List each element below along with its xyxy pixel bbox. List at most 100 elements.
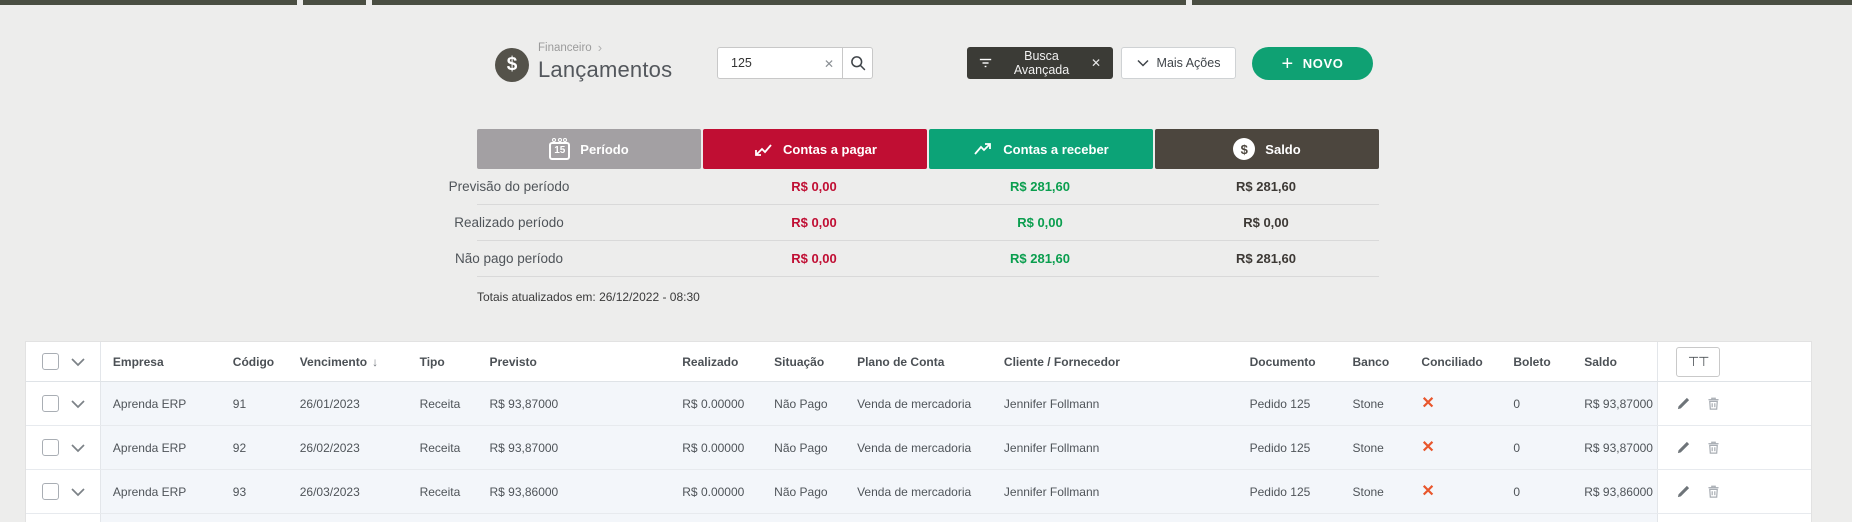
column-settings-button[interactable]: ⊤⊤ [1676,346,1721,377]
trend-down-icon [755,143,772,156]
dollar-glyph: $ [506,54,518,75]
cell-realizado: R$ 0.00000 [682,484,745,499]
summary-panel: 15 Período Contas a pagar Contas a receb… [449,129,1379,304]
not-reconciled-icon: ✕ [1421,484,1435,499]
edit-button[interactable] [1676,440,1691,455]
column-header-saldo[interactable]: Saldo [1584,354,1617,369]
column-header-plano[interactable]: Plano de Conta [857,354,945,369]
cell-boleto: 0 [1513,484,1521,499]
edit-button[interactable] [1676,396,1691,411]
cell-tipo: Receita [419,484,461,499]
expand-all-button[interactable] [70,357,86,367]
cell-conciliado: ✕ [1409,397,1501,411]
cell-cliente: Jennifer Follmann [1003,396,1100,411]
chevron-right-icon: › [597,40,603,55]
balance-header-button[interactable]: $ Saldo [1155,129,1379,169]
column-header-conciliado[interactable]: Conciliado [1421,354,1483,369]
row-actions [1657,426,1811,469]
column-header-cliente[interactable]: Cliente / Fornecedor [1003,354,1120,369]
column-header-documento[interactable]: Documento [1249,354,1316,369]
cell-codigo: 92 [232,440,247,455]
delete-button[interactable] [1706,440,1721,456]
cell-previsto: R$ 93,87000 [489,396,559,411]
search-icon [850,56,865,71]
row-checkbox[interactable] [42,439,59,456]
cell-vencimento: 26/03/2023 [299,484,360,499]
summary-header: 15 Período Contas a pagar Contas a receb… [477,129,1379,169]
row-expand-button[interactable] [70,443,86,453]
calendar-icon: 15 [549,137,571,160]
row-select-cell [26,470,101,513]
select-all-checkbox[interactable] [42,353,59,370]
cell-vencimento: 26/02/2023 [299,440,360,455]
payables-label: Contas a pagar [783,141,877,157]
chevron-down-icon [71,443,85,452]
trend-up-icon [974,142,992,155]
cell-situacao: Não Pago [774,484,828,499]
search-field[interactable]: ✕ [717,47,843,79]
row-expand-button[interactable] [70,399,86,409]
payables-header-button[interactable]: Contas a pagar [703,129,927,169]
column-header-previsto[interactable]: Previsto [489,354,537,369]
cell-conciliado: ✕ [1409,441,1501,455]
search-input[interactable] [718,48,842,78]
new-button[interactable]: + NOVO [1252,47,1373,80]
search-button[interactable] [842,47,873,79]
table-row[interactable]: Aprenda ERP 92 26/02/2023 Receita R$ 93,… [26,426,1811,470]
column-header-vencimento[interactable]: Vencimento ↓ [299,354,379,369]
cell-empresa: Aprenda ERP [112,440,187,455]
row-expand-button[interactable] [70,487,86,497]
row-checkbox[interactable] [42,483,59,500]
table-row[interactable]: Aprenda ERP 93 26/03/2023 Receita R$ 93,… [26,470,1811,514]
breadcrumb[interactable]: Financeiro › [538,40,672,55]
advanced-search-button[interactable]: Busca Avançada ✕ [967,47,1113,79]
dollar-icon: $ [495,48,529,82]
period-header-button[interactable]: 15 Período [477,129,701,169]
cell-banco: Stone [1352,484,1384,499]
columns-icon: ⊤⊤ [1687,353,1710,369]
payables-value: R$ 0,00 [791,251,837,266]
row-checkbox[interactable] [42,395,59,412]
clear-advanced-search-icon[interactable]: ✕ [1090,56,1101,70]
payables-value: R$ 0,00 [791,215,837,230]
delete-button[interactable] [1706,396,1721,412]
cell-vencimento: 26/01/2023 [299,396,360,411]
breadcrumb-label[interactable]: Financeiro [538,41,592,54]
column-header-banco[interactable]: Banco [1352,354,1390,369]
column-header-tipo[interactable]: Tipo [419,354,445,369]
row-actions [1657,382,1811,425]
cell-codigo: 91 [232,396,247,411]
trash-icon [1708,441,1719,454]
edit-button[interactable] [1676,484,1691,499]
cell-banco: Stone [1352,440,1384,455]
column-header-codigo[interactable]: Código [232,354,275,369]
column-header-situacao[interactable]: Situação [774,354,825,369]
cell-situacao: Não Pago [774,440,828,455]
cell-cliente: Jennifer Follmann [1003,484,1100,499]
receivables-header-button[interactable]: Contas a receber [929,129,1153,169]
cell-realizado: R$ 0.00000 [682,440,745,455]
plus-icon: + [1281,52,1294,75]
cell-empresa: Aprenda ERP [112,484,187,499]
search-group: ✕ [717,47,873,79]
payables-value: R$ 0,00 [791,179,837,194]
advanced-search-label: Busca Avançada [1013,49,1070,77]
cell-documento: Pedido 125 [1249,484,1311,499]
cell-plano: Venda de mercadoria [857,440,972,455]
cell-documento: Pedido 125 [1249,396,1311,411]
column-header-empresa[interactable]: Empresa [112,354,164,369]
clear-search-icon[interactable]: ✕ [823,57,834,71]
more-actions-button[interactable]: Mais Ações [1121,47,1236,79]
cell-conciliado: ✕ [1409,485,1501,499]
table-row[interactable]: Aprenda ERP 91 26/01/2023 Receita R$ 93,… [26,382,1811,426]
summary-row: Não pago período R$ 0,00 R$ 281,60 R$ 28… [455,241,1379,277]
filter-icon [979,58,992,68]
cell-tipo: Receita [419,396,461,411]
column-header-boleto[interactable]: Boleto [1513,354,1551,369]
summary-row-label: Previsão do período [448,179,570,194]
cell-documento: Pedido 125 [1249,440,1311,455]
cell-saldo: R$ 93,86000 [1584,484,1653,499]
delete-button[interactable] [1706,484,1721,500]
balance-value: R$ 281,60 [1236,251,1296,266]
column-header-realizado[interactable]: Realizado [682,354,739,369]
